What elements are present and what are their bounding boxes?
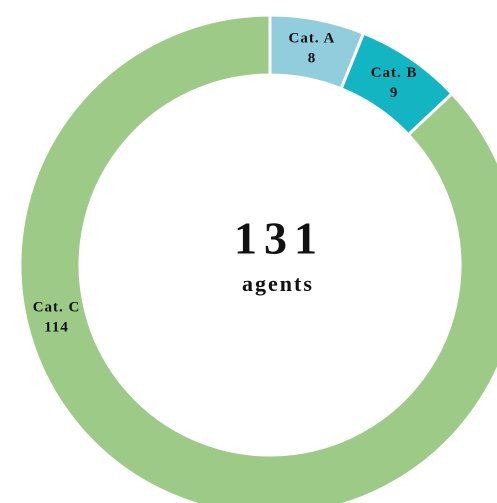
segment-label: Cat. B xyxy=(371,65,418,81)
center-value: 131 xyxy=(234,213,324,264)
segment-value: 9 xyxy=(390,85,399,101)
segment-value: 8 xyxy=(308,50,317,66)
center-label: agents xyxy=(242,271,314,296)
segment-value: 114 xyxy=(44,320,69,336)
donut-segment xyxy=(18,13,497,503)
segment-label: Cat. C xyxy=(33,300,81,316)
segments xyxy=(18,13,497,503)
segment-label: Cat. A xyxy=(289,30,336,46)
